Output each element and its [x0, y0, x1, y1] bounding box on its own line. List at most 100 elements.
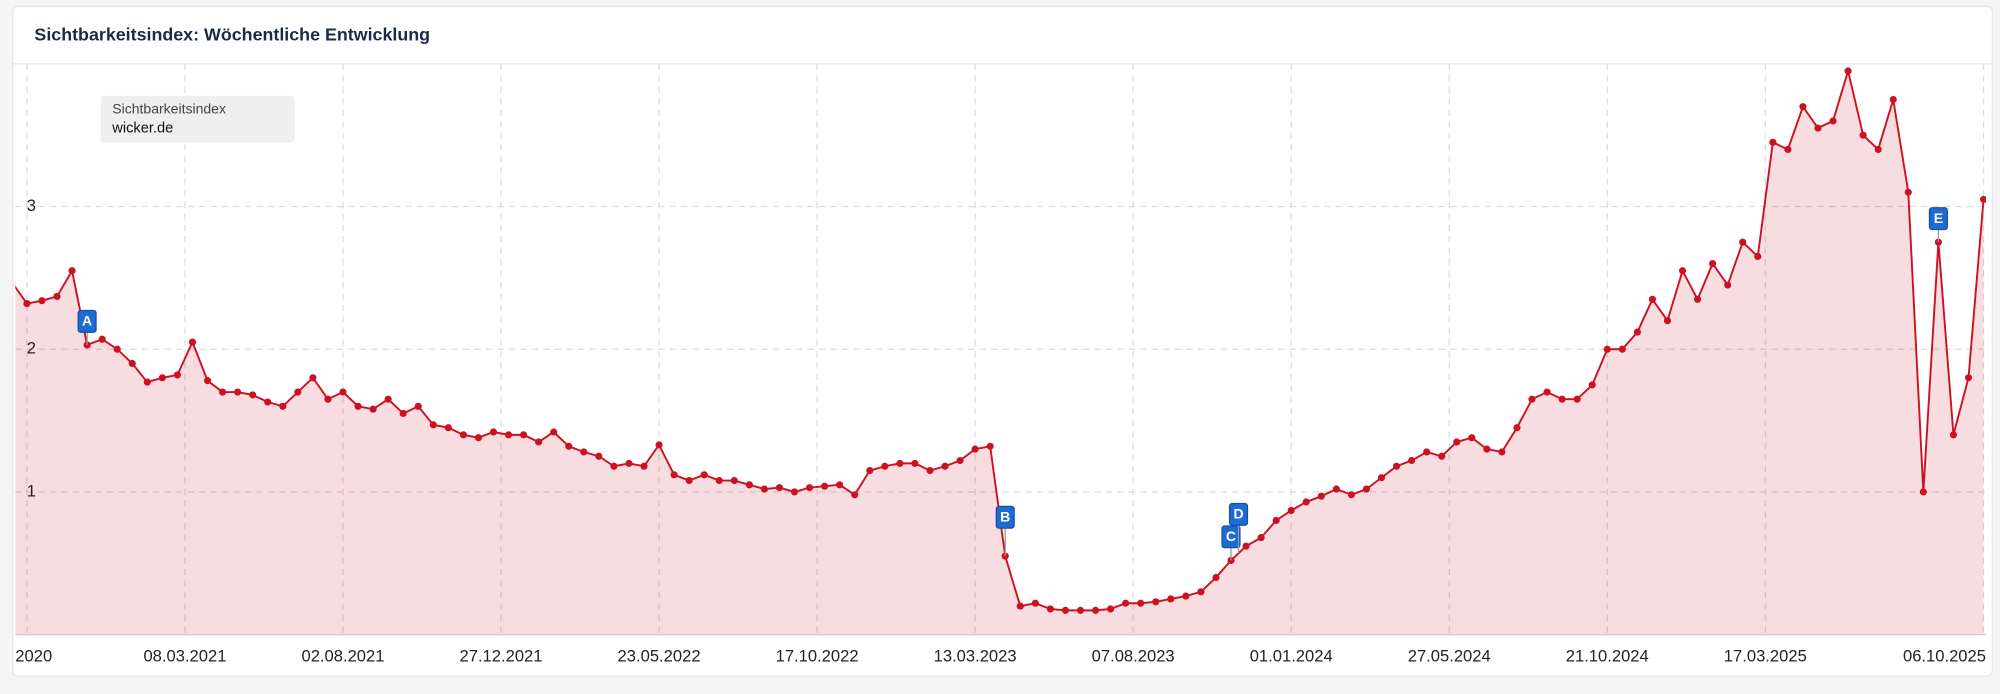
axes: 1 2 3 2020 08.03.2021 02.08.2021 27.12.2021 23.…: [15, 196, 1986, 665]
data-point: [715, 476, 723, 485]
data-point: [580, 448, 588, 456]
data-point: [188, 338, 197, 346]
data-point: [15, 281, 16, 284]
data-point: [1949, 431, 1958, 439]
data-point: [851, 491, 859, 499]
data-point: [866, 466, 874, 475]
data-point: [986, 442, 994, 450]
data-point: [1377, 474, 1386, 482]
data-point: [1347, 491, 1355, 499]
data-point: [1859, 131, 1867, 139]
data-point: [158, 374, 166, 382]
data-point: [83, 341, 91, 349]
data-point: [1332, 485, 1340, 493]
flag-box: [1221, 525, 1241, 549]
data-point: [1678, 267, 1687, 275]
data-point: [384, 395, 392, 403]
data-point: [1302, 498, 1310, 506]
data-point: [805, 484, 814, 492]
x-tick-label: 01.01.2024: [1250, 646, 1333, 665]
data-point: [640, 462, 648, 470]
data-point: [474, 434, 483, 442]
data-point: [1874, 145, 1882, 154]
data-point: [941, 462, 949, 470]
data-point: [1964, 374, 1973, 382]
x-tick-label: 21.10.2024: [1566, 646, 1649, 665]
data-point: [745, 481, 753, 489]
data-point: [1167, 595, 1175, 603]
annotation-flag: B: [995, 505, 1015, 557]
data-point: [1257, 534, 1265, 542]
data-point: [1016, 602, 1024, 610]
data-point: [504, 431, 513, 439]
x-tick-label: 07.08.2023: [1092, 646, 1175, 665]
data-point: [203, 377, 212, 385]
plot-area: [15, 67, 1986, 635]
data-point: [1754, 252, 1762, 261]
data-point: [173, 371, 181, 379]
y-tick-label: 2: [27, 339, 36, 358]
data-point: [1919, 488, 1927, 496]
legend-title: Sichtbarkeitsindex: [112, 100, 226, 116]
data-point: [1453, 438, 1461, 446]
data-point: [1769, 138, 1777, 146]
data-point: [1242, 542, 1250, 550]
data-point: [670, 471, 678, 479]
data-point: [1633, 328, 1641, 336]
data-point: [309, 374, 317, 382]
area-fill: [15, 70, 1984, 635]
data-point: [881, 462, 889, 470]
data-point: [565, 442, 573, 450]
data-point: [1061, 606, 1070, 614]
flag-box: [995, 505, 1015, 529]
data-point: [1137, 599, 1145, 607]
data-point: [655, 441, 663, 449]
data-point: [68, 267, 76, 275]
data-point: [1844, 67, 1852, 75]
data-point: [38, 297, 46, 305]
data-point: [1483, 445, 1491, 453]
data-point: [459, 431, 467, 439]
data-point: [971, 445, 979, 453]
data-point: [249, 391, 257, 399]
data-point: [1498, 448, 1506, 456]
data-point: [1272, 516, 1280, 525]
data-point: [324, 395, 332, 403]
annotation-flag: D: [1228, 502, 1249, 554]
data-point: [1468, 434, 1476, 442]
data-point: [1122, 599, 1130, 607]
data-point: [685, 476, 693, 485]
data-point: [1152, 598, 1160, 606]
legend: Sichtbarkeitsindex wicker.de: [100, 95, 295, 143]
data-point: [1423, 448, 1431, 456]
data-point: [1076, 606, 1085, 614]
data-point: [1438, 452, 1446, 460]
flag-box: [1928, 207, 1948, 231]
data-point: [339, 388, 347, 396]
data-point: [1724, 281, 1732, 289]
data-point: [1618, 345, 1626, 353]
flag-label: D: [1233, 506, 1243, 522]
data-point: [1513, 424, 1521, 432]
y-tick-label: 1: [27, 481, 36, 500]
x-tick-label: 23.05.2022: [618, 646, 701, 665]
grid: [15, 63, 1986, 635]
data-point: [1814, 124, 1822, 132]
data-point: [234, 388, 242, 396]
data-point: [1107, 605, 1115, 613]
data-point: [279, 402, 287, 410]
data-point: [700, 471, 708, 479]
data-point: [489, 428, 498, 436]
flag-label: C: [1226, 528, 1236, 544]
data-point: [264, 398, 272, 406]
data-point: [730, 476, 738, 485]
x-tick-label: 27.12.2021: [460, 646, 543, 665]
data-point: [294, 388, 302, 396]
data-point: [1031, 599, 1039, 607]
data-point: [1648, 295, 1656, 303]
data-point: [535, 438, 543, 446]
data-point: [790, 488, 799, 496]
data-point: [595, 452, 603, 460]
